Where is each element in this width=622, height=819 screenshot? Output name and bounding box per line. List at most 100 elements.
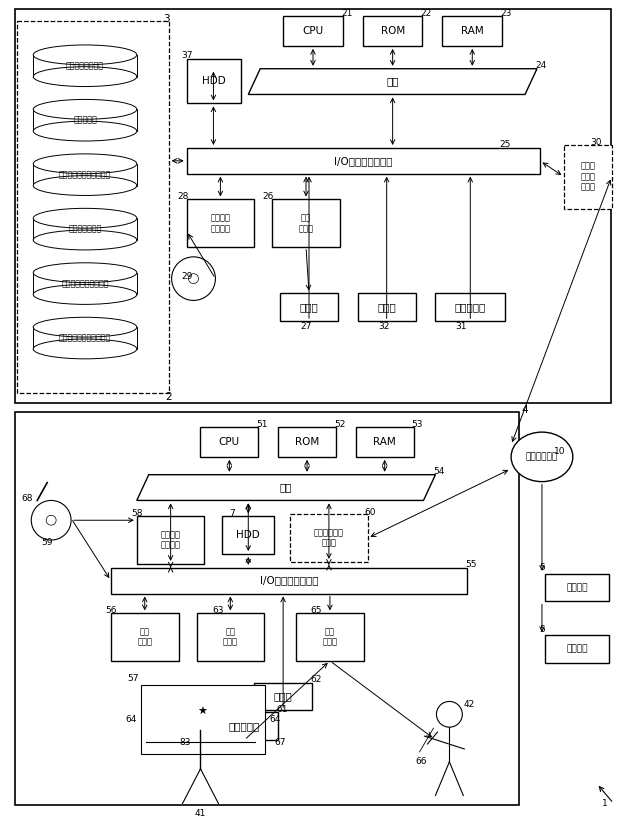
- Polygon shape: [137, 475, 435, 500]
- Circle shape: [172, 257, 215, 301]
- Text: 52: 52: [334, 419, 346, 428]
- Text: 55: 55: [465, 560, 477, 569]
- Text: 62: 62: [310, 675, 322, 684]
- Ellipse shape: [33, 339, 137, 359]
- Bar: [33, 55, 137, 77]
- Bar: [17, 21, 169, 393]
- Bar: [16, 412, 519, 805]
- Circle shape: [437, 701, 462, 727]
- Text: HDD: HDD: [202, 75, 225, 86]
- Bar: [290, 514, 368, 562]
- Text: 表示
制御部: 表示 制御部: [299, 214, 313, 233]
- Bar: [33, 218, 137, 240]
- Text: 7: 7: [230, 509, 235, 518]
- Circle shape: [46, 515, 56, 525]
- Text: 56: 56: [105, 606, 117, 615]
- Text: 5: 5: [539, 563, 545, 572]
- Ellipse shape: [33, 99, 137, 120]
- Bar: [223, 516, 274, 554]
- Bar: [33, 327, 137, 349]
- Text: 2: 2: [165, 392, 172, 402]
- Text: バス: バス: [386, 77, 399, 87]
- Bar: [358, 293, 415, 321]
- Text: 31: 31: [455, 322, 467, 331]
- Bar: [254, 682, 312, 710]
- Text: 表示
制御部: 表示 制御部: [137, 627, 152, 647]
- Text: マウス: マウス: [378, 302, 396, 312]
- Text: モーションデータ: モーションデータ: [66, 61, 104, 70]
- Bar: [33, 164, 137, 186]
- Bar: [200, 428, 258, 457]
- Text: 29: 29: [181, 272, 192, 281]
- Text: 5: 5: [539, 625, 545, 634]
- Text: 10: 10: [554, 447, 565, 456]
- Bar: [137, 516, 205, 563]
- Bar: [210, 713, 278, 740]
- Bar: [272, 199, 340, 247]
- Text: 信号
受信部: 信号 受信部: [322, 627, 337, 647]
- Bar: [111, 568, 467, 594]
- Text: 27: 27: [300, 322, 312, 331]
- Text: 24: 24: [536, 61, 547, 70]
- Text: 楽曲データ: 楽曲データ: [73, 115, 97, 124]
- Text: 4: 4: [522, 405, 528, 415]
- Text: マウス: マウス: [274, 691, 292, 702]
- Text: 楽曲レベル割り当て表: 楽曲レベル割り当て表: [61, 279, 109, 288]
- Text: 32: 32: [378, 322, 389, 331]
- Text: ディスク
ドライブ: ディスク ドライブ: [160, 531, 180, 550]
- Text: 54: 54: [434, 467, 445, 476]
- Bar: [564, 145, 611, 210]
- Text: I/Oインタフェイス: I/Oインタフェイス: [333, 156, 392, 165]
- Bar: [296, 613, 364, 661]
- Ellipse shape: [33, 121, 137, 141]
- Text: 67: 67: [274, 738, 286, 747]
- Text: 59: 59: [42, 537, 53, 546]
- Text: 23: 23: [501, 9, 512, 18]
- Ellipse shape: [33, 317, 137, 337]
- Text: 61: 61: [276, 705, 288, 714]
- Text: ROM: ROM: [381, 26, 405, 36]
- Text: I/Oインタフェイス: I/Oインタフェイス: [260, 576, 318, 586]
- Ellipse shape: [33, 208, 137, 229]
- Text: RAM: RAM: [373, 437, 396, 447]
- Text: キーボード: キーボード: [455, 302, 486, 312]
- Text: 30: 30: [590, 138, 601, 147]
- Text: HDD: HDD: [236, 530, 260, 540]
- Bar: [283, 16, 343, 46]
- Bar: [33, 273, 137, 295]
- Bar: [187, 148, 540, 174]
- Ellipse shape: [33, 45, 137, 65]
- Bar: [16, 9, 611, 404]
- Text: 3: 3: [164, 14, 170, 25]
- Polygon shape: [248, 69, 537, 94]
- Bar: [363, 16, 422, 46]
- Text: 53: 53: [412, 419, 424, 428]
- Text: 25: 25: [499, 141, 511, 149]
- Text: ネット
ワーク
通信部: ネット ワーク 通信部: [580, 161, 595, 192]
- Text: 68: 68: [22, 494, 33, 503]
- Ellipse shape: [33, 66, 137, 87]
- Text: ネットワーク: ネットワーク: [526, 452, 558, 461]
- Text: 運動ナレーションデータ: 運動ナレーションデータ: [59, 170, 111, 179]
- Bar: [442, 16, 502, 46]
- Text: CPU: CPU: [219, 437, 240, 447]
- Text: RAM: RAM: [461, 26, 484, 36]
- Text: 22: 22: [421, 9, 432, 18]
- Text: パートレベル割り当て表: パートレベル割り当て表: [59, 333, 111, 342]
- Text: 58: 58: [131, 509, 142, 518]
- Text: ネットワーク
通信部: ネットワーク 通信部: [314, 528, 344, 548]
- Text: バス: バス: [280, 482, 292, 492]
- Text: ★: ★: [198, 708, 208, 717]
- Text: 57: 57: [127, 674, 139, 683]
- Text: 21: 21: [341, 9, 353, 18]
- Bar: [278, 428, 336, 457]
- Text: 出力端末: 出力端末: [566, 583, 588, 592]
- Bar: [187, 199, 254, 247]
- Text: 51: 51: [256, 419, 268, 428]
- Text: 83: 83: [180, 738, 192, 747]
- Bar: [545, 635, 609, 663]
- Text: モニタ: モニタ: [300, 302, 318, 312]
- Circle shape: [185, 699, 216, 731]
- Text: 高揚音声データ: 高揚音声データ: [68, 224, 101, 233]
- Bar: [141, 685, 265, 754]
